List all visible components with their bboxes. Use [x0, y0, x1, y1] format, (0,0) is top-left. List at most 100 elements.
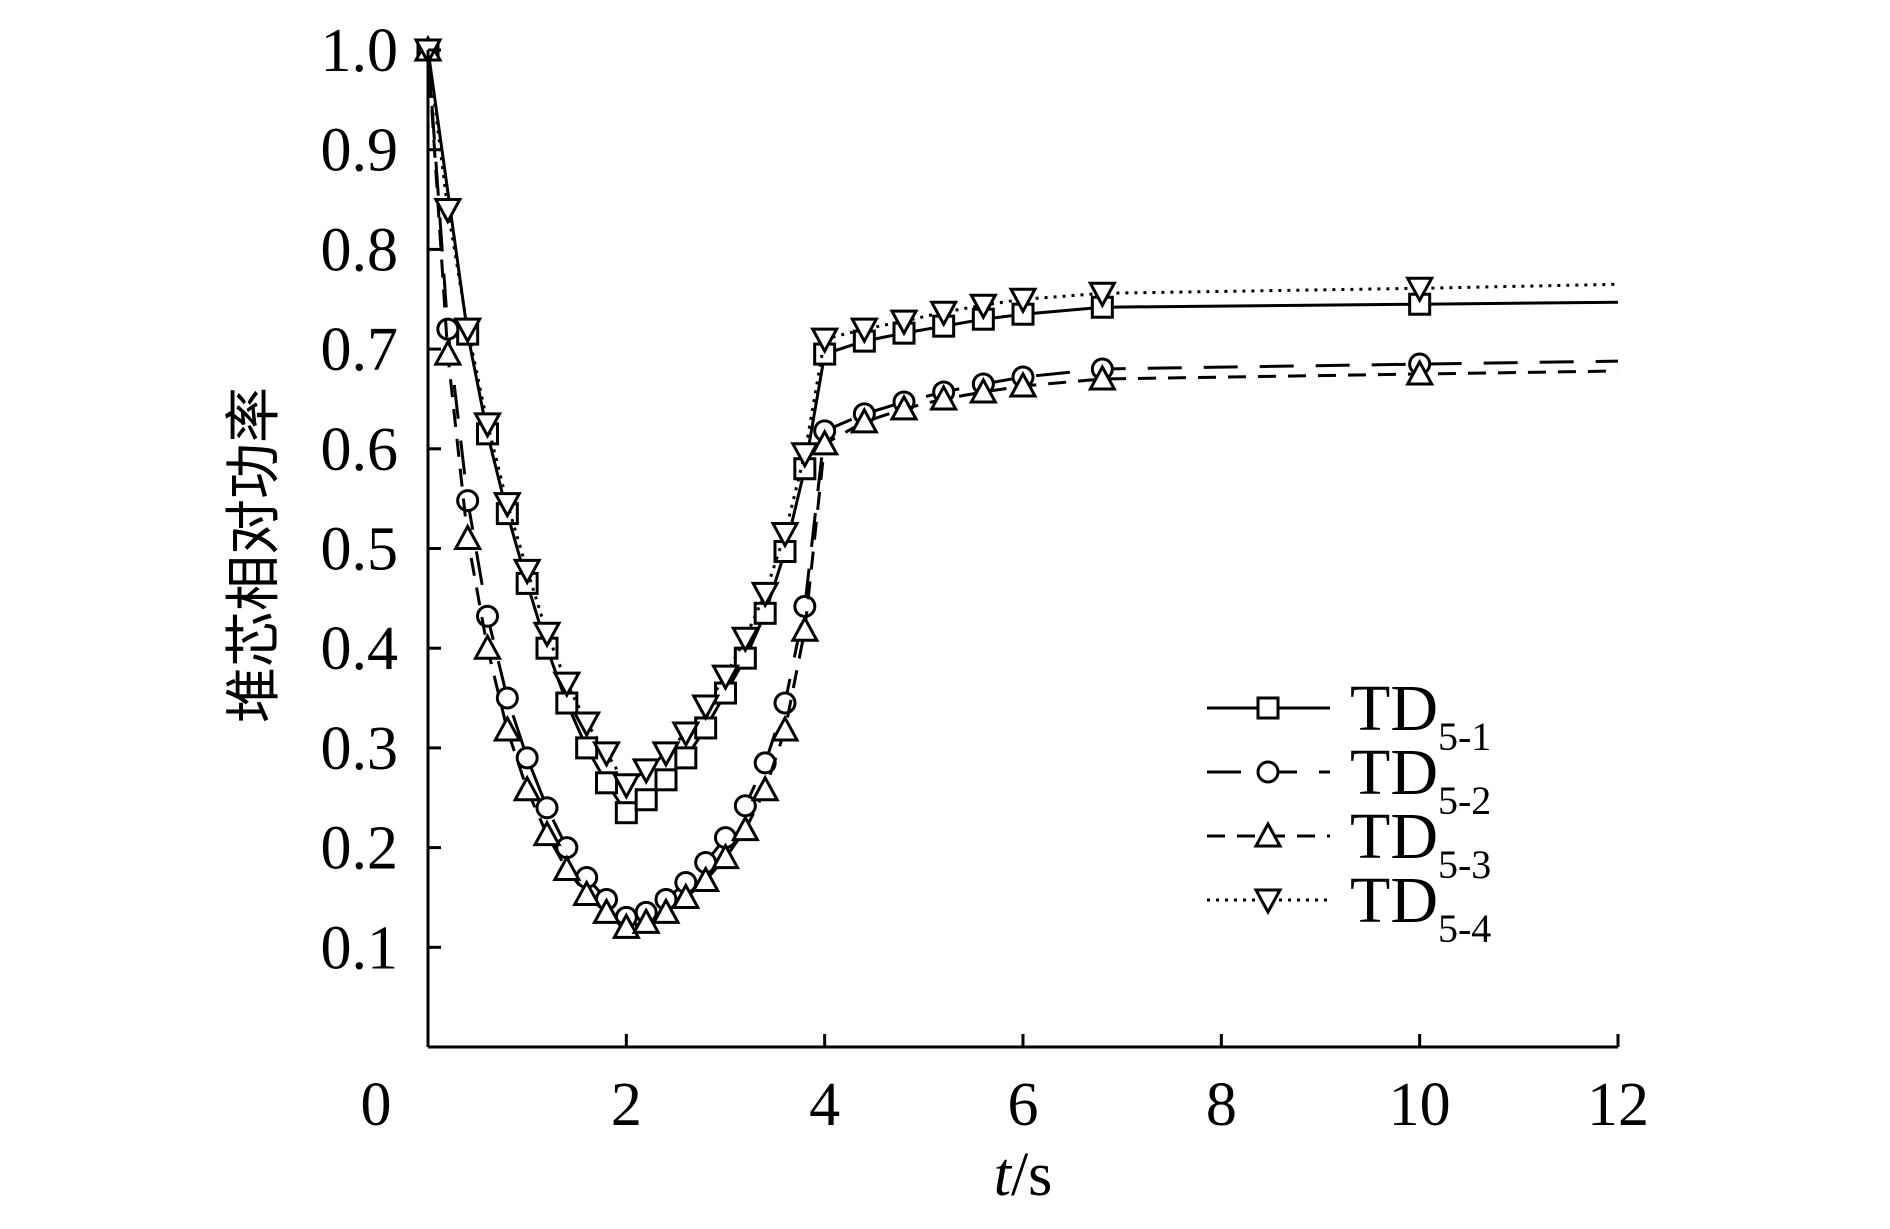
data-point	[611, 773, 641, 800]
data-point	[710, 842, 741, 870]
data-point	[691, 694, 721, 722]
data-point	[611, 912, 641, 939]
data-point	[1087, 281, 1117, 309]
data-point	[512, 774, 542, 802]
x-tick-label: 6	[1008, 1071, 1039, 1139]
series-line	[426, 49, 1619, 815]
plot-area	[413, 34, 1619, 939]
data-point	[1405, 358, 1435, 386]
x-tick-label: 0	[361, 1071, 392, 1139]
y-tick-label: 0.6	[321, 416, 399, 484]
x-tick-label: 12	[1587, 1071, 1649, 1139]
y-tick-label: 0.4	[321, 615, 399, 683]
data-point	[810, 327, 840, 355]
data-point	[849, 317, 879, 345]
data-point	[591, 897, 622, 924]
x-tick-label: 4	[809, 1071, 840, 1139]
data-point	[472, 633, 503, 660]
data-point	[968, 293, 998, 321]
data-point	[492, 714, 522, 742]
data-point	[889, 393, 919, 421]
data-point	[730, 814, 760, 842]
data-point	[651, 741, 681, 769]
x-tick-label: 10	[1389, 1071, 1451, 1139]
data-point	[492, 492, 522, 519]
data-point	[572, 879, 602, 906]
data-point	[968, 376, 998, 404]
y-axis-label: 堆芯相对功率	[222, 387, 287, 723]
data-point	[773, 691, 797, 715]
x-axis-label: t/s	[994, 1141, 1053, 1209]
data-point	[790, 442, 820, 469]
legend-label: TD5-2	[1350, 736, 1491, 823]
data-point	[515, 746, 539, 770]
x-tick-label: 8	[1206, 1071, 1237, 1139]
data-point	[1008, 370, 1038, 398]
legend-label: TD5-1	[1350, 672, 1491, 759]
data-point	[654, 768, 678, 792]
data-point	[512, 558, 542, 586]
data-point	[572, 711, 602, 739]
data-point	[1008, 287, 1038, 315]
x-axis-label-unit: /s	[1011, 1141, 1052, 1209]
data-point	[770, 714, 800, 742]
data-point	[433, 198, 463, 225]
legend-item: TD5-1	[1207, 672, 1491, 759]
legend-marker	[1256, 760, 1280, 784]
data-point	[651, 897, 681, 924]
data-point	[614, 801, 638, 825]
y-tick-labels: 0.1 0.2 0.3 0.4 0.5 0.6 0.7 0.8 0.9 1.0	[321, 17, 399, 982]
y-tick-label: 0.9	[321, 117, 399, 185]
data-point	[929, 383, 959, 411]
data-point	[730, 626, 760, 654]
series-line	[426, 49, 1619, 787]
series-line	[426, 49, 1619, 919]
data-point	[532, 819, 562, 847]
data-point	[790, 615, 820, 642]
series-TD5-1	[416, 38, 1619, 825]
data-point	[472, 412, 503, 440]
y-tick-label: 0.1	[321, 914, 399, 982]
data-point	[575, 736, 599, 760]
legend-label: TD5-4	[1350, 864, 1491, 951]
data-point	[889, 309, 919, 337]
data-point	[476, 604, 499, 628]
data-point	[453, 523, 483, 551]
y-tick-label: 0.8	[321, 216, 399, 284]
data-point	[453, 317, 483, 345]
data-point	[495, 686, 519, 710]
data-point	[552, 854, 582, 882]
y-tick-label: 0.3	[321, 715, 399, 783]
data-point	[691, 865, 721, 893]
data-point	[929, 300, 959, 328]
legend-marker	[1256, 696, 1280, 720]
x-axis-label-variable: t	[994, 1141, 1013, 1209]
data-point	[631, 758, 661, 785]
y-tick-label: 0.7	[321, 316, 399, 384]
data-point	[671, 721, 701, 749]
data-point	[710, 664, 741, 692]
legend-item: TD5-2	[1207, 736, 1491, 823]
data-point	[634, 788, 658, 812]
data-point	[671, 882, 701, 909]
data-point	[750, 581, 780, 609]
y-tick-label: 0.2	[321, 815, 399, 883]
data-point	[770, 522, 800, 549]
data-point	[552, 671, 582, 699]
data-point	[674, 746, 698, 770]
data-point	[433, 338, 463, 366]
series-TD5-4	[413, 38, 1619, 800]
data-point	[1405, 276, 1435, 304]
data-point	[456, 489, 480, 513]
x-tick-labels: 0 2 4 6 8 10 12	[361, 1071, 1650, 1139]
data-point	[849, 406, 879, 434]
legend-label: TD5-3	[1350, 800, 1491, 887]
data-point	[631, 907, 661, 934]
data-point	[793, 594, 817, 618]
legend-marker	[1253, 888, 1283, 916]
y-tick-label: 0.5	[321, 516, 399, 584]
data-point	[595, 771, 618, 795]
legend-item: TD5-4	[1207, 864, 1491, 951]
